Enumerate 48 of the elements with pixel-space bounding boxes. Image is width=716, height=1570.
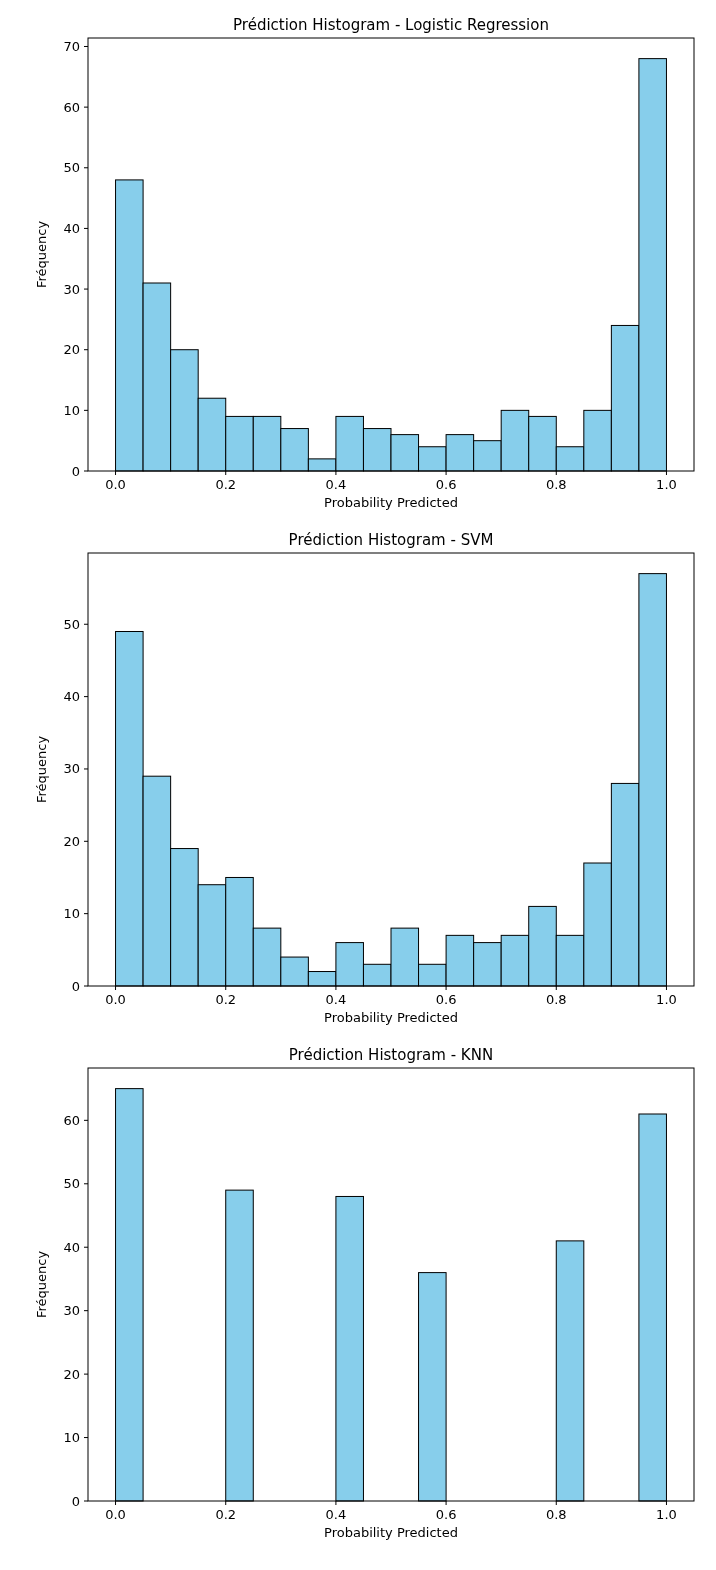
y-tick-label: 0 xyxy=(71,1493,80,1509)
x-tick-label: 0.2 xyxy=(215,992,237,1007)
x-tick-label: 0.8 xyxy=(545,992,567,1007)
y-axis-title: Fréquency xyxy=(34,735,49,804)
x-tick-label: 0.4 xyxy=(325,477,347,492)
x-axis-title: Probability Predicted xyxy=(324,495,458,510)
y-tick-label: 30 xyxy=(63,1303,80,1319)
y-tick-label: 0 xyxy=(71,978,80,994)
x-tick-label: 0.0 xyxy=(105,1507,126,1522)
y-tick-label: 20 xyxy=(63,342,80,358)
y-tick-label: 40 xyxy=(63,220,80,236)
x-tick-label: 0.8 xyxy=(545,1507,567,1522)
y-tick-label: 60 xyxy=(63,99,80,115)
y-tick-label: 50 xyxy=(63,160,80,176)
x-tick-label: 1.0 xyxy=(656,477,677,492)
x-axis-title: Probability Predicted xyxy=(324,1010,458,1025)
y-tick-label: 50 xyxy=(63,1176,80,1192)
x-tick-label: 0.4 xyxy=(325,1507,347,1522)
y-tick-label: 40 xyxy=(63,1239,80,1255)
x-axis-title: Probability Predicted xyxy=(324,1525,458,1540)
x-tick-label: 0.6 xyxy=(435,992,457,1007)
x-tick-label: 0.4 xyxy=(325,992,347,1007)
chart-title: Prédiction Histogram - Logistic Regression xyxy=(233,16,549,34)
y-tick-label: 60 xyxy=(63,1112,80,1128)
y-tick-label: 10 xyxy=(63,1430,80,1446)
y-tick-label: 40 xyxy=(63,689,80,705)
y-tick-label: 50 xyxy=(63,616,80,632)
y-tick-label: 0 xyxy=(71,463,80,479)
y-tick-label: 30 xyxy=(63,761,80,777)
x-tick-label: 1.0 xyxy=(656,992,677,1007)
x-tick-label: 1.0 xyxy=(656,1507,677,1522)
y-tick-label: 10 xyxy=(63,402,80,418)
y-axis-title: Fréquency xyxy=(34,1250,49,1319)
y-tick-label: 30 xyxy=(63,281,80,297)
y-tick-label: 70 xyxy=(63,38,80,54)
y-tick-label: 20 xyxy=(63,833,80,849)
chart-title: Prédiction Histogram - SVM xyxy=(288,531,494,549)
x-tick-label: 0.0 xyxy=(105,477,126,492)
x-tick-label: 0.8 xyxy=(545,477,567,492)
x-tick-label: 0.0 xyxy=(105,992,126,1007)
x-tick-label: 0.2 xyxy=(215,477,237,492)
x-tick-label: 0.2 xyxy=(215,1507,237,1522)
chart-title: Prédiction Histogram - KNN xyxy=(288,1046,494,1064)
y-tick-label: 10 xyxy=(63,906,80,922)
y-axis-title: Fréquency xyxy=(34,220,49,289)
y-tick-label: 20 xyxy=(63,1366,80,1382)
x-tick-label: 0.6 xyxy=(435,477,457,492)
x-tick-label: 0.6 xyxy=(435,1507,457,1522)
